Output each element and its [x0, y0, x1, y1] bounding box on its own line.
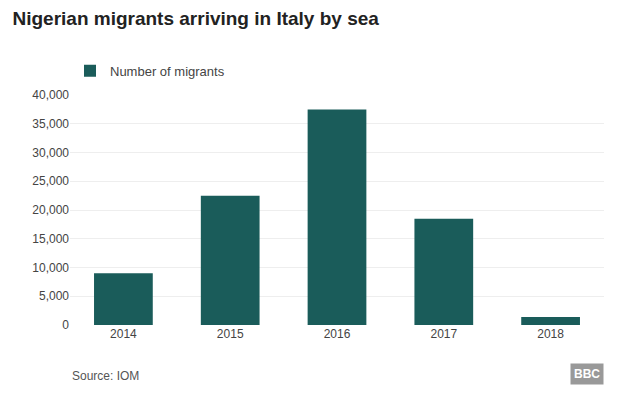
svg-text:5,000: 5,000 — [39, 289, 69, 303]
svg-text:25,000: 25,000 — [32, 174, 69, 188]
svg-text:30,000: 30,000 — [32, 146, 69, 160]
svg-text:2014: 2014 — [110, 327, 137, 341]
svg-text:Nigerian migrants arriving in: Nigerian migrants arriving in Italy by s… — [12, 8, 379, 29]
svg-text:15,000: 15,000 — [32, 232, 69, 246]
svg-text:Number of migrants: Number of migrants — [110, 64, 225, 79]
svg-text:20,000: 20,000 — [32, 203, 69, 217]
svg-text:40,000: 40,000 — [32, 88, 69, 102]
svg-text:Source: IOM: Source: IOM — [72, 369, 139, 383]
svg-text:2015: 2015 — [217, 327, 244, 341]
svg-text:35,000: 35,000 — [32, 117, 69, 131]
svg-text:2018: 2018 — [537, 327, 564, 341]
svg-text:2016: 2016 — [324, 327, 351, 341]
svg-text:2017: 2017 — [430, 327, 457, 341]
svg-text:10,000: 10,000 — [32, 261, 69, 275]
svg-text:0: 0 — [62, 318, 69, 332]
svg-text:BBC: BBC — [574, 367, 600, 381]
